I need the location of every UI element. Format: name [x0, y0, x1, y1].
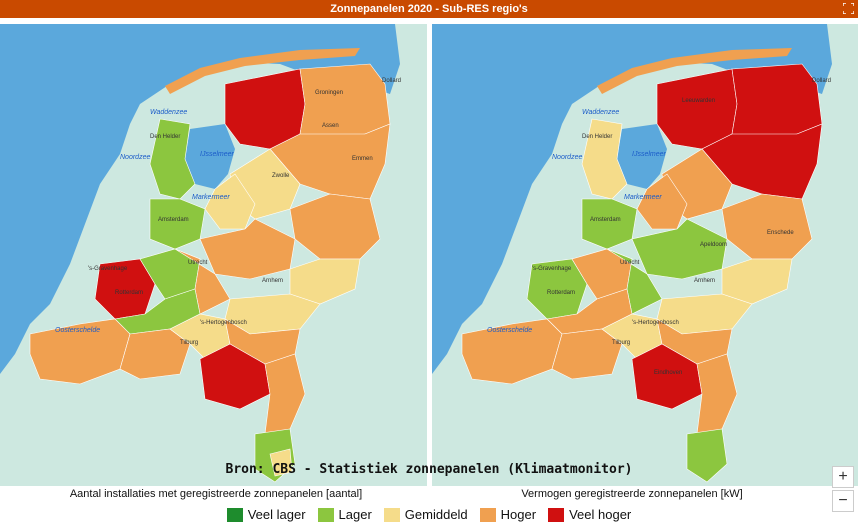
label-noordzee: Noordzee	[552, 154, 582, 161]
label-waddenzee: Waddenzee	[582, 109, 619, 116]
label-dollard: Dollard	[382, 78, 401, 84]
label-markermeer: Markermeer	[624, 194, 662, 201]
label-dollard: Dollard	[812, 78, 831, 84]
region-groningen	[299, 63, 391, 140]
label-den-helder: Den Helder	[150, 134, 180, 140]
zoom-out-button[interactable]: −	[832, 490, 854, 512]
label-leeuwarden: Leeuwarden	[682, 98, 715, 104]
label-apeldoorn: Apeldoorn	[700, 242, 727, 248]
source-text: Bron: CBS - Statistiek zonnepanelen (Kli…	[225, 462, 633, 477]
wadden-islands	[165, 48, 360, 94]
region-noord-holland-noord	[149, 118, 196, 200]
map-vermogen[interactable]: Waddenzee Noordzee IJsselmeer Markermeer…	[432, 24, 858, 486]
label-s-gravenhage: 's-Gravenhage	[88, 266, 128, 272]
legend-label: Hoger	[500, 507, 537, 522]
region-west-brabant	[119, 328, 191, 380]
region-noord-holland-noord	[581, 118, 628, 200]
label-rotterdam: Rotterdam	[115, 290, 143, 296]
sea-area	[432, 24, 832, 374]
label-emmen: Emmen	[352, 156, 373, 162]
legend-item-lager: Lager	[317, 507, 372, 522]
legend-label: Gemiddeld	[404, 507, 468, 522]
region-west-brabant	[551, 328, 623, 380]
label-utrecht: Utrecht	[620, 260, 640, 266]
label-tilburg: Tilburg	[612, 340, 630, 346]
caption-right: Vermogen geregistreerde zonnepanelen [kW…	[521, 488, 743, 500]
label-tilburg: Tilburg	[180, 340, 198, 346]
legend-swatch	[548, 507, 565, 522]
legend-label: Lager	[338, 507, 372, 522]
ijsselmeer-water	[185, 124, 235, 189]
label-zwolle: Zwolle	[272, 173, 290, 179]
label-arnhem: Arnhem	[262, 278, 283, 284]
label-arnhem: Arnhem	[694, 278, 715, 284]
map-installaties[interactable]: Waddenzee Noordzee IJsselmeer Markermeer…	[0, 24, 427, 486]
region-twente	[721, 193, 813, 260]
label-ijsselmeer: IJsselmeer	[632, 151, 667, 158]
label-groningen: Groningen	[315, 90, 343, 96]
legend-item-hoger: Hoger	[479, 507, 537, 522]
ijsselmeer-water	[617, 124, 667, 189]
label-waddenzee: Waddenzee	[150, 109, 187, 116]
label-markermeer: Markermeer	[192, 194, 230, 201]
label-assen: Assen	[322, 123, 339, 129]
region-groningen	[731, 63, 823, 140]
label-den-helder: Den Helder	[582, 134, 612, 140]
label-oosterschelde: Oosterschelde	[487, 327, 532, 334]
label-amsterdam: Amsterdam	[158, 217, 189, 223]
legend-swatch	[383, 507, 400, 522]
label-s-hertogenbosch: 's-Hertogenbosch	[632, 320, 679, 326]
legend-item-gemiddeld: Gemiddeld	[383, 507, 468, 522]
label-s-hertogenbosch: 's-Hertogenbosch	[200, 320, 247, 326]
wadden-islands	[597, 48, 792, 94]
label-s-gravenhage: 's-Gravenhage	[532, 266, 572, 272]
label-noordzee: Noordzee	[120, 154, 150, 161]
label-eindhoven: Eindhoven	[654, 370, 682, 376]
sea-area	[0, 24, 400, 374]
map-title-bar: Zonnepanelen 2020 - Sub-RES regio's	[0, 0, 858, 18]
legend-swatch	[479, 507, 496, 522]
region-twente	[289, 193, 381, 260]
legend-label: Veel lager	[247, 507, 306, 522]
legend-swatch	[317, 507, 334, 522]
region-zuid-limburg	[686, 428, 728, 483]
label-amsterdam: Amsterdam	[590, 217, 621, 223]
legend-item-veel-hoger: Veel hoger	[548, 507, 631, 522]
page-title: Zonnepanelen 2020 - Sub-RES regio's	[330, 3, 528, 15]
fullscreen-icon[interactable]	[843, 3, 854, 14]
label-rotterdam: Rotterdam	[547, 290, 575, 296]
legend-label: Veel hoger	[569, 507, 632, 522]
label-enschede: Enschede	[767, 230, 794, 236]
legend-item-veel-lager: Veel lager	[226, 507, 306, 522]
region-foodvalley	[631, 218, 728, 280]
label-ijsselmeer: IJsselmeer	[200, 151, 235, 158]
label-oosterschelde: Oosterschelde	[55, 327, 100, 334]
label-utrecht: Utrecht	[188, 260, 208, 266]
zoom-in-button[interactable]: +	[832, 466, 854, 488]
caption-left: Aantal installaties met geregistreerde z…	[69, 488, 363, 500]
region-midden-limburg	[269, 448, 293, 477]
legend-swatch	[226, 507, 243, 522]
region-foodvalley	[199, 218, 296, 280]
legend: Veel lager Lager Gemiddeld Hoger Veel ho…	[0, 507, 858, 522]
